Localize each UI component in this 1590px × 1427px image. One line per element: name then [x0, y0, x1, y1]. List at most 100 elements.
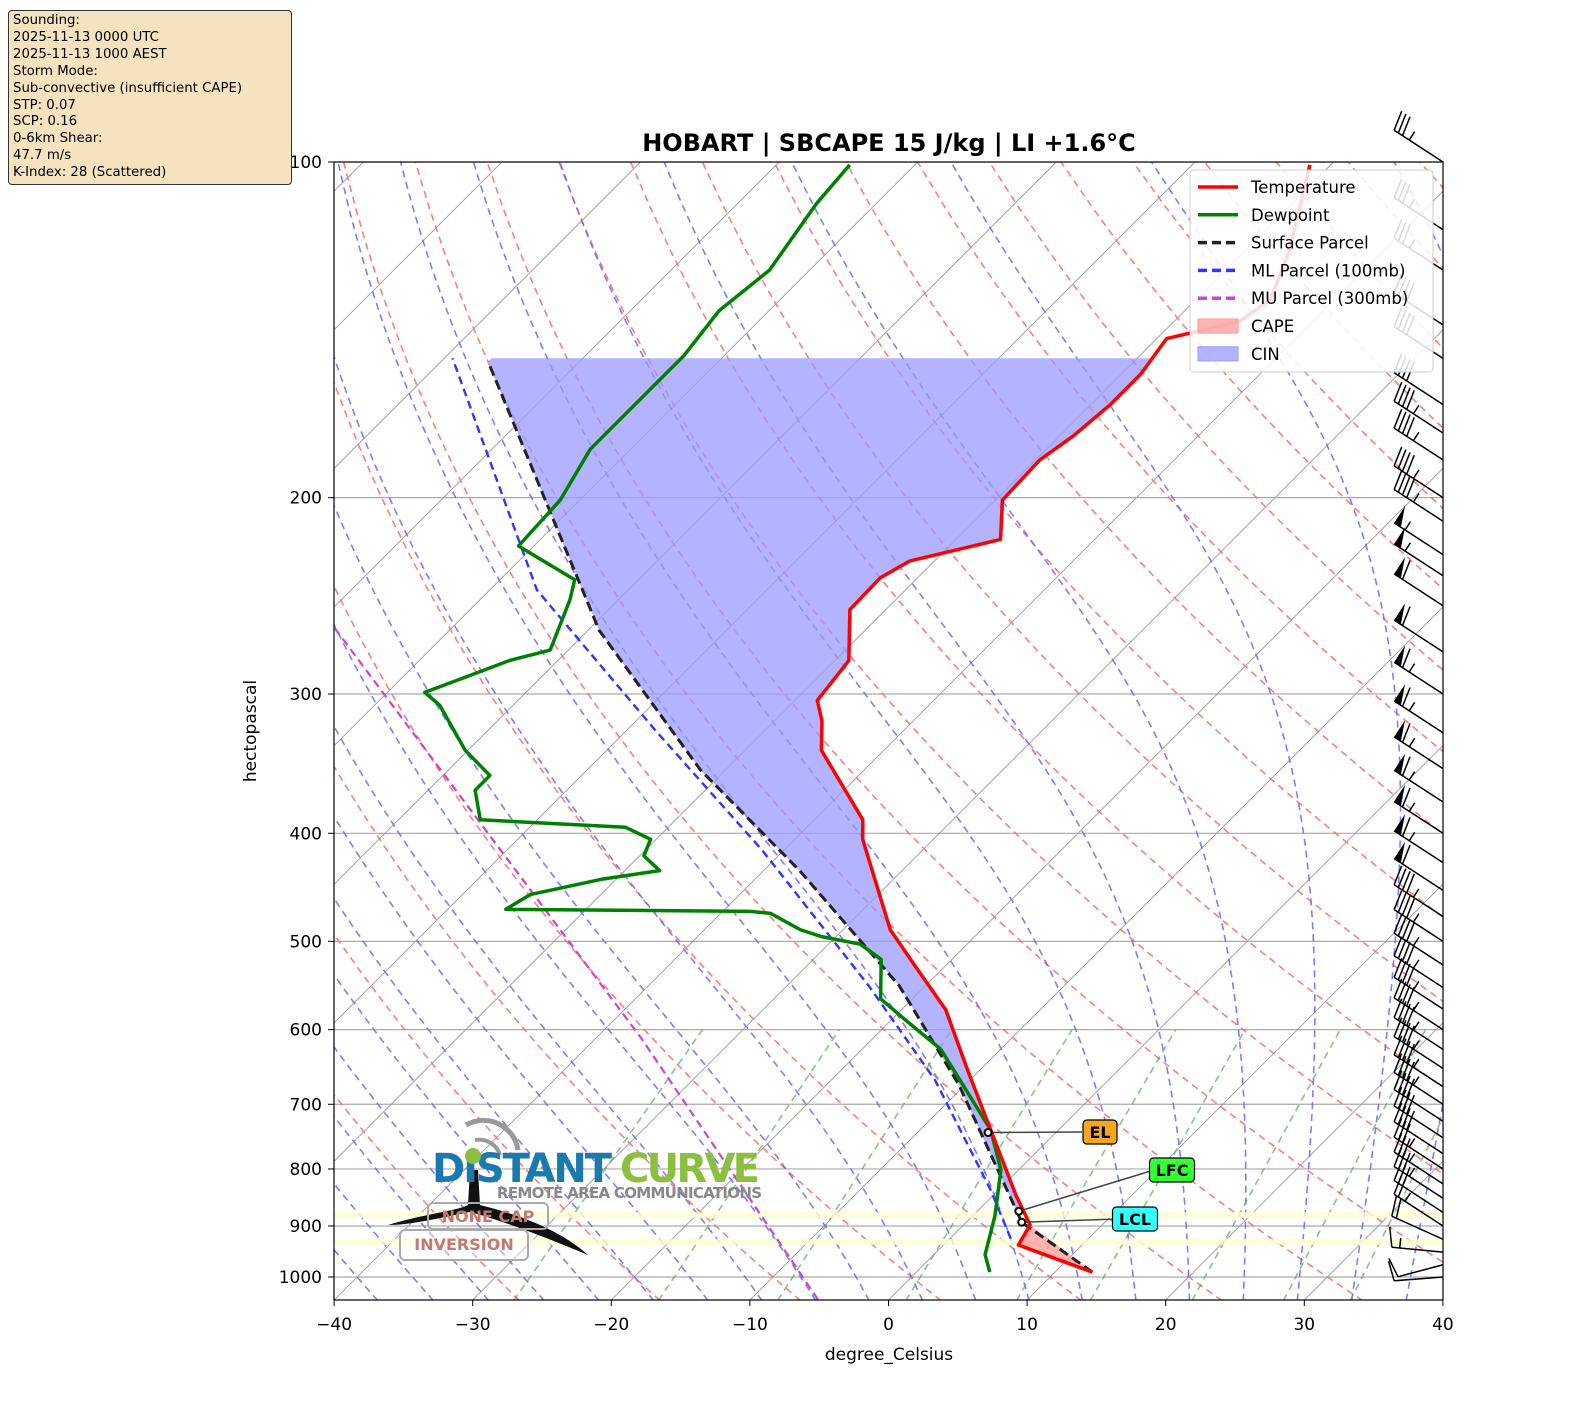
legend-label: CAPE [1251, 317, 1294, 336]
wind-barb [1393, 603, 1444, 653]
level-label-lcl: LCL [1119, 1210, 1151, 1229]
info-line: STP: 0.07 [13, 97, 76, 113]
moist-adiabat-line [334, 973, 600, 1300]
dry-adiabat-line [773, 162, 1443, 919]
info-line: Sub-convective (insufficient CAPE) [13, 80, 243, 96]
wind-barb [1393, 527, 1444, 577]
moist-adiabat-line [334, 503, 870, 1300]
isotherm-line [334, 162, 780, 608]
level-leader-line [1021, 1218, 1118, 1223]
dry-adiabat-line [334, 379, 1083, 1300]
legend-label: MU Parcel (300mb) [1251, 289, 1408, 308]
inversion-label: INVERSION [414, 1235, 513, 1254]
wind-barb [1393, 890, 1444, 942]
y-tick-label: 700 [290, 1095, 322, 1115]
wind-barb [1387, 1260, 1444, 1282]
wind-barb [1388, 1226, 1444, 1253]
logo-tagline: REMOTE AREA COMMUNICATIONS [497, 1184, 762, 1202]
x-tick-label: 10 [1016, 1315, 1038, 1335]
wind-barb [1393, 720, 1444, 770]
y-tick-label: 500 [290, 932, 322, 952]
level-label-box [1082, 1119, 1118, 1145]
x-tick-label: −30 [455, 1315, 491, 1335]
wind-barb [1393, 913, 1444, 966]
logo-text-2: CURVE [620, 1146, 760, 1192]
wind-barb [1393, 470, 1444, 522]
moist-adiabat-line [334, 354, 924, 1300]
wind-barb [1393, 557, 1444, 607]
y-tick-label: 1000 [279, 1268, 322, 1288]
wind-barb [1393, 1132, 1444, 1185]
y-tick-label: 100 [290, 153, 322, 173]
mixing-ratio-line [905, 1029, 1073, 1300]
mixing-ratio-line [1282, 1029, 1427, 1300]
legend-label: ML Parcel (100mb) [1251, 261, 1405, 280]
level-markers: EL LFC LCL [983, 1119, 1196, 1232]
cap-label: NONE CAP [442, 1207, 535, 1226]
wind-barb [1393, 1053, 1444, 1105]
surface-parcel-line [486, 361, 1094, 1274]
wind-barb [1393, 958, 1444, 1010]
legend-label: Temperature [1250, 178, 1356, 197]
moist-adiabat-line [334, 814, 709, 1300]
isotherm-line [0, 162, 86, 1301]
mixing-ratio-line [777, 1029, 953, 1300]
legend-label: Dewpoint [1251, 206, 1330, 225]
moist-adiabat-line [950, 162, 1316, 1300]
moist-adiabat-line [334, 1045, 545, 1300]
logo-text-1: DISTANT [432, 1146, 613, 1192]
isotherm-line [1165, 1022, 1443, 1300]
legend-swatch [1197, 318, 1239, 334]
wind-barb [1393, 506, 1444, 556]
y-tick-label: 900 [290, 1217, 322, 1237]
isotherm-line [334, 162, 1057, 885]
legend-label: CIN [1251, 345, 1280, 364]
legend: Temperature Dewpoint Surface Parcel ML Parc… [1189, 169, 1434, 373]
wind-barb [1393, 814, 1444, 864]
wind-barb [1393, 1035, 1444, 1088]
axis-ticks: −40 −30 −20 −10 0 10 20 30 40 100 200 300 400 500 600 7… [279, 153, 1454, 1335]
moist-adiabat-line [791, 162, 1247, 1300]
isotherm-line [749, 606, 1443, 1300]
wind-barb [1393, 784, 1444, 834]
dry-adiabat-line [334, 932, 661, 1300]
moist-adiabat-line [334, 724, 763, 1300]
wind-barb [1393, 408, 1444, 461]
chart-title: HOBART | SBCAPE 15 J/kg | LI +1.6°C [642, 129, 1136, 157]
info-line: SCP: 0.16 [13, 114, 78, 130]
moist-adiabat-line [334, 1182, 434, 1300]
wind-barb [1393, 841, 1444, 891]
wind-barb [1393, 936, 1444, 989]
moist-adiabat-line [663, 162, 1191, 1300]
level-point [983, 1128, 993, 1138]
mu-parcel-line [334, 627, 820, 1300]
wind-barb [1393, 645, 1444, 695]
wind-barb [1393, 1086, 1444, 1139]
y-tick-label: 600 [290, 1021, 322, 1041]
isotherm-line [334, 162, 1196, 1024]
x-tick-label: 30 [1293, 1315, 1315, 1335]
cin-fill [488, 358, 1153, 1212]
wind-barb [1393, 684, 1444, 734]
x-tick-label: 40 [1432, 1315, 1454, 1335]
dry-adiabat-line [1563, 162, 1590, 1301]
info-line: Storm Mode: [13, 63, 98, 79]
y-tick-label: 200 [290, 489, 322, 509]
moist-adiabat-line [1516, 162, 1590, 1301]
ml-parcel-line [451, 357, 1012, 1240]
info-line: 2025-11-13 0000 UTC [13, 29, 159, 45]
dry-adiabat-line [334, 1093, 520, 1300]
isotherm-line [1442, 1299, 1443, 1300]
level-label-el: EL [1089, 1123, 1110, 1142]
isotherm-line [610, 467, 1443, 1300]
sounding-info-box: Sounding: 2025-11-13 0000 UTC 2025-11-13… [8, 10, 292, 186]
wind-barb [1393, 753, 1444, 803]
y-tick-label: 800 [290, 1160, 322, 1180]
level-label-box [1111, 1206, 1159, 1232]
isotherm-line [1026, 883, 1443, 1300]
mixing-ratio-line [657, 1029, 840, 1300]
wind-barb [1391, 1196, 1444, 1240]
inversion-band [334, 1212, 1443, 1219]
wind-barb [1393, 110, 1444, 163]
dry-adiabat-line [1492, 162, 1590, 1301]
